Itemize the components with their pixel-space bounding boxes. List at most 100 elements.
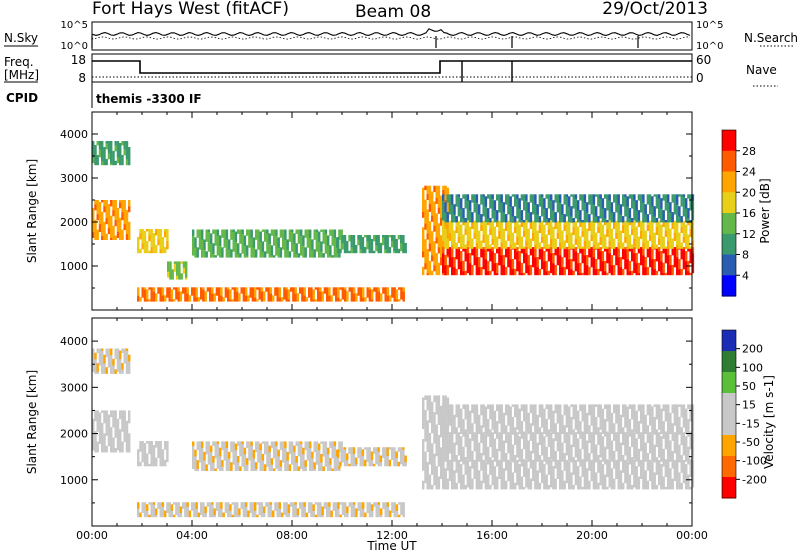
data-cell xyxy=(446,253,449,256)
data-cell xyxy=(282,243,285,246)
data-cell xyxy=(583,255,587,258)
data-cell xyxy=(437,272,441,276)
data-cell xyxy=(237,231,240,234)
data-cell xyxy=(480,222,483,226)
data-cell xyxy=(343,246,347,250)
data-cell xyxy=(446,222,449,226)
data-cell xyxy=(469,257,472,260)
data-cell xyxy=(536,238,539,241)
data-cell xyxy=(327,245,330,248)
data-cell xyxy=(642,266,645,270)
data-cell xyxy=(393,291,396,294)
data-cell xyxy=(466,262,470,266)
data-cell xyxy=(622,270,625,274)
data-cell xyxy=(343,240,347,244)
data-cell xyxy=(107,150,111,154)
data-cell xyxy=(451,212,454,215)
noise-right-tick-top: 10^5 xyxy=(696,20,723,31)
data-cell xyxy=(193,299,196,302)
data-cell xyxy=(286,255,289,258)
data-cell xyxy=(435,235,438,238)
data-cell xyxy=(453,238,456,241)
data-cell xyxy=(103,205,106,209)
data-cell xyxy=(168,299,171,302)
data-cell xyxy=(464,249,467,252)
data-cell xyxy=(198,245,202,248)
data-cell xyxy=(453,230,456,233)
data-cell xyxy=(402,246,405,250)
data-cell xyxy=(570,264,573,268)
data-cell xyxy=(148,287,151,290)
data-cell xyxy=(317,299,320,302)
data-cell xyxy=(167,269,170,272)
data-cell xyxy=(125,235,129,238)
data-cell xyxy=(395,295,399,298)
data-cell xyxy=(471,253,474,256)
data-cell xyxy=(487,238,490,241)
data-cell xyxy=(440,215,443,218)
data-cell xyxy=(169,267,172,270)
data-cell xyxy=(368,244,371,248)
data-cell xyxy=(223,231,226,234)
data-cell xyxy=(525,220,528,224)
data-cell xyxy=(676,255,679,258)
data-cell xyxy=(397,237,401,240)
data-cell xyxy=(169,273,172,276)
data-cell xyxy=(574,238,578,241)
data-cell xyxy=(395,297,399,300)
data-cell xyxy=(642,224,645,227)
data-cell xyxy=(357,291,360,294)
data-cell xyxy=(428,239,432,242)
data-cell xyxy=(269,293,273,296)
data-cell xyxy=(619,270,623,274)
data-cell xyxy=(177,297,180,300)
data-cell xyxy=(234,249,238,252)
data-cell xyxy=(592,257,596,260)
data-cell xyxy=(547,270,551,274)
data-cell xyxy=(228,241,231,244)
data-cell xyxy=(422,233,425,236)
data-cell xyxy=(94,150,97,154)
data-cell xyxy=(581,253,584,256)
data-cell xyxy=(426,270,429,274)
data-cell xyxy=(437,207,441,210)
data-cell xyxy=(626,262,629,266)
data-cell xyxy=(306,235,310,238)
data-cell xyxy=(125,158,129,162)
data-cell xyxy=(178,265,181,268)
data-cell xyxy=(161,240,165,244)
data-cell xyxy=(502,272,506,276)
data-cell xyxy=(440,253,443,256)
data-cell xyxy=(176,263,179,266)
data-cell xyxy=(177,291,180,294)
data-cell xyxy=(282,241,285,244)
data-cell xyxy=(673,251,677,254)
data-cell xyxy=(649,232,652,235)
data-cell xyxy=(592,272,596,276)
data-cell xyxy=(482,220,485,224)
data-cell xyxy=(324,229,328,232)
data-cell xyxy=(507,249,510,252)
data-cell xyxy=(532,234,535,237)
data-cell xyxy=(329,255,332,258)
data-cell xyxy=(464,272,467,276)
data-cell xyxy=(509,272,512,276)
data-cell xyxy=(191,293,194,296)
data-cell xyxy=(667,264,670,268)
data-cell xyxy=(251,299,255,302)
data-cell xyxy=(193,295,196,298)
data-cell xyxy=(400,246,403,250)
data-cell xyxy=(119,217,122,221)
data-cell xyxy=(498,260,501,264)
data-cell xyxy=(554,249,557,252)
data-cell xyxy=(619,244,623,247)
data-cell xyxy=(435,259,438,262)
data-cell xyxy=(395,250,398,254)
data-cell xyxy=(617,268,620,272)
data-cell xyxy=(644,260,647,264)
data-cell xyxy=(559,244,562,247)
data-cell xyxy=(480,251,483,254)
data-cell xyxy=(435,219,438,222)
data-cell xyxy=(617,253,620,256)
data-cell xyxy=(178,267,181,270)
